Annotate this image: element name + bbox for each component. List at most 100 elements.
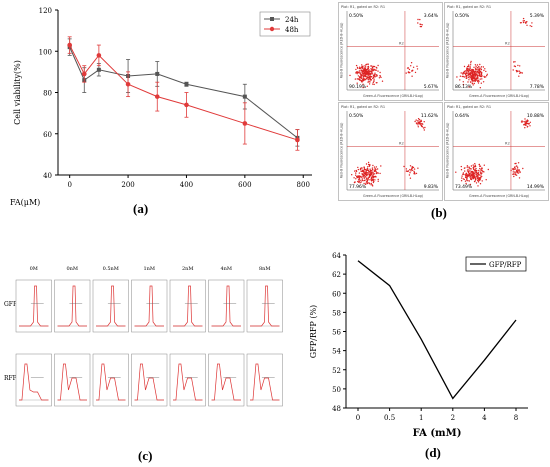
event-dot xyxy=(487,168,489,171)
event-dot xyxy=(378,77,381,79)
event-dot xyxy=(460,169,463,171)
event-dot xyxy=(470,81,472,83)
y-tick-label: 60 xyxy=(332,290,341,298)
event-dot xyxy=(466,75,468,77)
event-dot xyxy=(523,120,525,123)
gate-label: R2 xyxy=(505,141,511,146)
event-dot xyxy=(478,72,481,75)
event-dot xyxy=(368,182,370,184)
histogram-grid: GFP 0M 0nM 0.5nM 1nM 2nM 4nM 8nM RFP xyxy=(4,266,283,407)
event-dot xyxy=(411,70,414,72)
event-dot xyxy=(375,69,377,71)
event-dot xyxy=(469,183,471,186)
event-dot xyxy=(372,69,374,72)
y-tick-label: 40 xyxy=(43,172,52,180)
quadrant-ur-value: 5.39% xyxy=(530,13,545,19)
event-dot xyxy=(408,72,410,74)
event-dot xyxy=(512,69,514,71)
event-dot xyxy=(464,180,467,182)
data-point-48h xyxy=(96,53,102,58)
event-dot xyxy=(521,72,523,74)
event-dot xyxy=(363,79,365,81)
event-dot xyxy=(467,71,469,73)
event-dot xyxy=(351,174,353,176)
event-dot xyxy=(417,118,420,120)
event-dot xyxy=(365,63,367,66)
event-dot xyxy=(470,165,473,167)
event-dot xyxy=(474,76,476,78)
event-dot xyxy=(374,175,377,178)
event-dot xyxy=(413,168,416,170)
event-dot xyxy=(464,170,466,172)
event-dot xyxy=(483,171,485,173)
event-dot xyxy=(485,76,487,78)
event-dot xyxy=(467,72,469,74)
event-dot xyxy=(470,71,473,74)
event-dot xyxy=(477,185,479,187)
plot-y-label: Red-B Fluorescence (RED-B-HLog) xyxy=(446,123,450,179)
event-dot xyxy=(516,172,519,174)
event-dot xyxy=(471,82,474,84)
legend-box xyxy=(259,11,311,37)
histogram-frame xyxy=(208,353,245,407)
quadrant-lr-value: 7.78% xyxy=(530,84,545,90)
event-dot xyxy=(518,169,520,171)
event-dot xyxy=(472,84,474,86)
event-dot xyxy=(359,66,361,68)
event-dot xyxy=(405,168,408,170)
event-dot xyxy=(374,173,376,175)
column-label: 4nM xyxy=(220,266,232,272)
event-dot xyxy=(410,170,412,172)
event-dot xyxy=(514,65,517,68)
event-dot xyxy=(371,68,373,70)
x-tick-label: 0 xyxy=(67,181,71,189)
event-dot xyxy=(477,171,479,174)
event-dot xyxy=(469,167,471,170)
event-dot xyxy=(365,69,368,71)
event-dot xyxy=(420,120,423,122)
event-dot xyxy=(525,122,527,124)
event-dot xyxy=(472,73,474,75)
column-label: 2nM xyxy=(182,266,194,272)
event-dot xyxy=(372,175,374,178)
histogram-frame xyxy=(15,353,52,407)
event-dot xyxy=(513,173,515,175)
event-dot xyxy=(525,21,527,23)
event-dot xyxy=(361,66,363,68)
event-dot xyxy=(531,25,533,28)
event-dot xyxy=(372,181,375,184)
event-dot xyxy=(478,65,480,68)
event-dot xyxy=(374,170,376,172)
event-dot xyxy=(367,63,369,65)
event-dot xyxy=(366,74,369,76)
y-tick-label: 100 xyxy=(39,48,52,56)
caption-c: (c) xyxy=(138,448,153,463)
event-dot xyxy=(361,72,363,74)
event-dot xyxy=(365,78,367,81)
event-dot xyxy=(480,168,483,170)
y-tick-label: 60 xyxy=(43,131,52,139)
event-dot xyxy=(416,123,418,125)
event-dot xyxy=(526,24,528,26)
series-line-48h xyxy=(69,44,298,141)
event-dot xyxy=(481,175,483,178)
event-dot xyxy=(366,168,368,170)
event-dot xyxy=(363,168,366,171)
x-tick-label: 600 xyxy=(238,181,251,189)
event-dot xyxy=(371,170,373,172)
event-dot xyxy=(459,75,462,77)
event-dot xyxy=(472,69,475,71)
event-dot xyxy=(372,68,375,71)
event-dot xyxy=(412,166,415,169)
event-dot xyxy=(409,177,412,179)
event-dot xyxy=(468,171,470,173)
event-dot xyxy=(375,166,378,168)
event-dot xyxy=(357,67,359,69)
event-dot xyxy=(363,167,365,169)
event-dot xyxy=(517,70,519,73)
event-dot xyxy=(514,168,517,170)
event-dot xyxy=(470,76,472,78)
event-dot xyxy=(475,79,477,81)
event-dot xyxy=(371,70,373,73)
quadrant-ul-value: 0.50% xyxy=(349,13,364,19)
